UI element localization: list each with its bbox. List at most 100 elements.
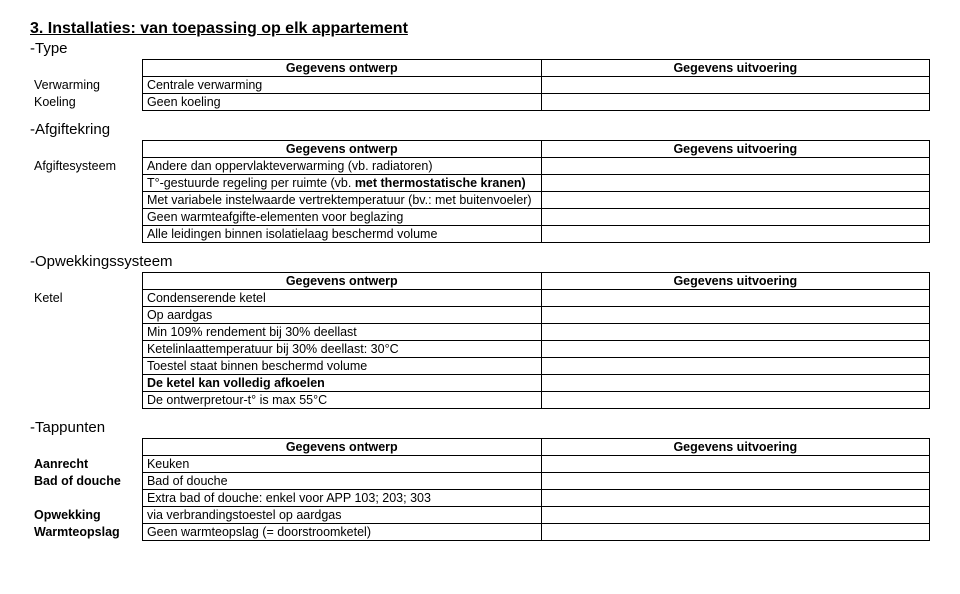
table-row: Opwekking via verbrandingstoestel op aar…	[30, 507, 930, 524]
header-uitvoering: Gegevens uitvoering	[541, 273, 929, 290]
table-row: Geen warmteafgifte-elementen voor beglaz…	[30, 209, 930, 226]
row-exec	[541, 490, 929, 507]
header-blank	[30, 439, 142, 456]
bold-segment: met thermostatische kranen)	[355, 176, 526, 190]
table-row: Afgiftesysteem Andere dan oppervlaktever…	[30, 158, 930, 175]
table-row: Ketel Condenserende ketel	[30, 290, 930, 307]
row-exec	[541, 192, 929, 209]
row-label	[30, 392, 142, 409]
table-row: Verwarming Centrale verwarming	[30, 77, 930, 94]
row-exec	[541, 324, 929, 341]
row-label: Aanrecht	[30, 456, 142, 473]
table-row: Op aardgas	[30, 307, 930, 324]
header-ontwerp: Gegevens ontwerp	[142, 273, 541, 290]
row-exec	[541, 341, 929, 358]
table-row: De ketel kan volledig afkoelen	[30, 375, 930, 392]
table-row: Min 109% rendement bij 30% deellast	[30, 324, 930, 341]
table-row: Toestel staat binnen beschermd volume	[30, 358, 930, 375]
table-row: Ketelinlaattemperatuur bij 30% deellast:…	[30, 341, 930, 358]
header-blank	[30, 141, 142, 158]
table-row: De ontwerpretour-t° is max 55°C	[30, 392, 930, 409]
row-exec	[541, 507, 929, 524]
row-label: Ketel	[30, 290, 142, 307]
row-label: Bad of douche	[30, 473, 142, 490]
row-desc: via verbrandingstoestel op aardgas	[142, 507, 541, 524]
header-ontwerp: Gegevens ontwerp	[142, 141, 541, 158]
row-desc: Condenserende ketel	[142, 290, 541, 307]
row-label	[30, 324, 142, 341]
header-uitvoering: Gegevens uitvoering	[541, 60, 929, 77]
header-uitvoering: Gegevens uitvoering	[541, 141, 929, 158]
row-label	[30, 358, 142, 375]
row-label	[30, 209, 142, 226]
row-desc: T°-gestuurde regeling per ruimte (vb. me…	[142, 175, 541, 192]
row-exec	[541, 456, 929, 473]
row-exec	[541, 375, 929, 392]
row-desc: Met variabele instelwaarde vertrektemper…	[142, 192, 541, 209]
opwekking-heading: -Opwekkingssysteem	[30, 253, 930, 270]
row-desc: Op aardgas	[142, 307, 541, 324]
table-header-row: Gegevens ontwerp Gegevens uitvoering	[30, 141, 930, 158]
table-row: Warmteopslag Geen warmteopslag (= doorst…	[30, 524, 930, 541]
row-exec	[541, 175, 929, 192]
table-row: Met variabele instelwaarde vertrektemper…	[30, 192, 930, 209]
table-row: T°-gestuurde regeling per ruimte (vb. me…	[30, 175, 930, 192]
row-desc: Geen koeling	[142, 94, 541, 111]
afgiftekring-table: Gegevens ontwerp Gegevens uitvoering Afg…	[30, 140, 930, 243]
header-blank	[30, 60, 142, 77]
row-desc: Alle leidingen binnen isolatielaag besch…	[142, 226, 541, 243]
tappunten-heading: -Tappunten	[30, 419, 930, 436]
row-label: Warmteopslag	[30, 524, 142, 541]
afgiftekring-heading: -Afgiftekring	[30, 121, 930, 138]
opwekking-table: Gegevens ontwerp Gegevens uitvoering Ket…	[30, 272, 930, 409]
row-desc: Geen warmteopslag (= doorstroomketel)	[142, 524, 541, 541]
table-row: Bad of douche Bad of douche	[30, 473, 930, 490]
header-ontwerp: Gegevens ontwerp	[142, 439, 541, 456]
row-desc: De ketel kan volledig afkoelen	[142, 375, 541, 392]
row-label: Verwarming	[30, 77, 142, 94]
header-blank	[30, 273, 142, 290]
row-exec	[541, 473, 929, 490]
row-label	[30, 341, 142, 358]
row-exec	[541, 158, 929, 175]
row-desc: Bad of douche	[142, 473, 541, 490]
header-ontwerp: Gegevens ontwerp	[142, 60, 541, 77]
row-label	[30, 375, 142, 392]
row-exec	[541, 226, 929, 243]
row-label	[30, 175, 142, 192]
row-desc: Ketelinlaattemperatuur bij 30% deellast:…	[142, 341, 541, 358]
row-label	[30, 307, 142, 324]
row-desc: Geen warmteafgifte-elementen voor beglaz…	[142, 209, 541, 226]
row-desc: De ontwerpretour-t° is max 55°C	[142, 392, 541, 409]
type-heading: -Type	[30, 40, 930, 57]
row-desc: Min 109% rendement bij 30% deellast	[142, 324, 541, 341]
table-header-row: Gegevens ontwerp Gegevens uitvoering	[30, 273, 930, 290]
row-desc: Andere dan oppervlakteverwarming (vb. ra…	[142, 158, 541, 175]
table-row: Extra bad of douche: enkel voor APP 103;…	[30, 490, 930, 507]
tappunten-table: Gegevens ontwerp Gegevens uitvoering Aan…	[30, 438, 930, 541]
row-exec	[541, 94, 929, 111]
row-exec	[541, 307, 929, 324]
row-label	[30, 490, 142, 507]
table-row: Alle leidingen binnen isolatielaag besch…	[30, 226, 930, 243]
table-row: Aanrecht Keuken	[30, 456, 930, 473]
row-exec	[541, 209, 929, 226]
type-table: Gegevens ontwerp Gegevens uitvoering Ver…	[30, 59, 930, 111]
row-exec	[541, 358, 929, 375]
row-desc: Toestel staat binnen beschermd volume	[142, 358, 541, 375]
row-exec	[541, 392, 929, 409]
row-label	[30, 192, 142, 209]
row-label	[30, 226, 142, 243]
row-desc: Extra bad of douche: enkel voor APP 103;…	[142, 490, 541, 507]
row-exec	[541, 524, 929, 541]
section-title: 3. Installaties: van toepassing op elk a…	[30, 20, 930, 38]
row-label: Koeling	[30, 94, 142, 111]
row-label: Afgiftesysteem	[30, 158, 142, 175]
row-label: Opwekking	[30, 507, 142, 524]
row-exec	[541, 77, 929, 94]
header-uitvoering: Gegevens uitvoering	[541, 439, 929, 456]
row-exec	[541, 290, 929, 307]
row-desc: Centrale verwarming	[142, 77, 541, 94]
row-desc: Keuken	[142, 456, 541, 473]
table-header-row: Gegevens ontwerp Gegevens uitvoering	[30, 439, 930, 456]
